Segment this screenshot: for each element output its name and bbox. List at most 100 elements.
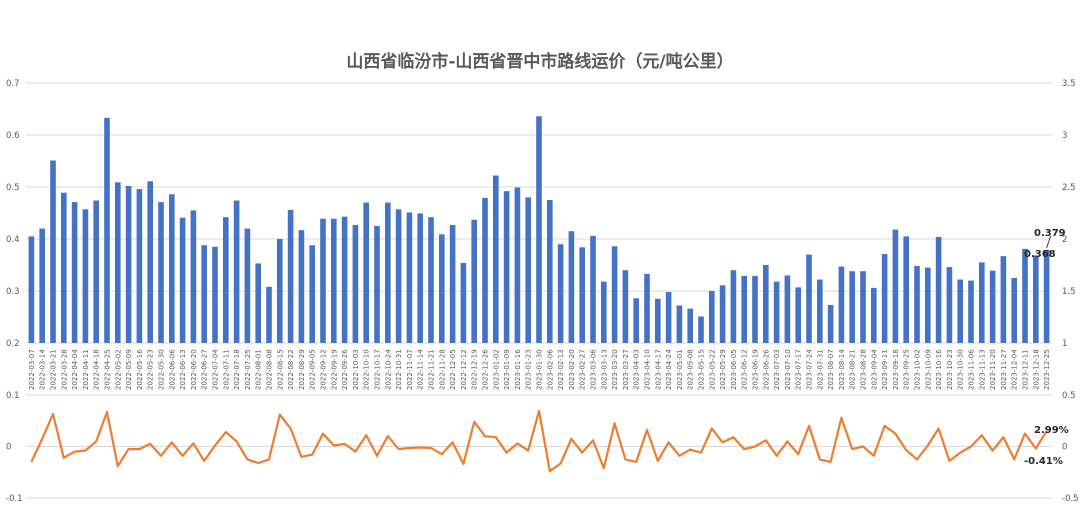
bar bbox=[968, 280, 974, 343]
x-tick-label: 2023-07-03 bbox=[773, 349, 781, 390]
x-tick-label: 2023-04-10 bbox=[644, 349, 652, 390]
bar bbox=[71, 202, 78, 343]
x-tick-label: 2023-05-22 bbox=[708, 349, 716, 390]
x-tick-label: 2023-10-09 bbox=[924, 349, 932, 390]
x-tick-label: 2023-01-30 bbox=[536, 349, 544, 390]
bar bbox=[147, 181, 154, 343]
x-tick-label: 2023-09-18 bbox=[892, 349, 900, 390]
bar bbox=[1000, 256, 1007, 343]
x-tick-label: 2023-12-25 bbox=[1043, 349, 1051, 390]
x-tick-label: 2022-08-29 bbox=[298, 349, 306, 390]
x-tick-label: 2022-04-11 bbox=[82, 349, 90, 390]
x-tick-label: 2023-04-03 bbox=[633, 349, 641, 390]
x-tick-label: 2023-11-20 bbox=[989, 349, 997, 390]
bar bbox=[233, 200, 240, 343]
x-tick-label: 2022-11-21 bbox=[428, 349, 436, 390]
x-tick-label: 2023-05-08 bbox=[687, 349, 695, 390]
bar bbox=[190, 210, 197, 343]
x-tick-label: 2023-08-21 bbox=[849, 349, 857, 390]
annotation-leader bbox=[1046, 235, 1052, 249]
x-tick-label: 2023-04-24 bbox=[665, 349, 673, 390]
x-tick-label: 2022-07-04 bbox=[212, 349, 220, 390]
x-tick-label: 2022-10-17 bbox=[374, 349, 382, 390]
bar bbox=[892, 229, 899, 343]
x-tick-label: 2022-04-18 bbox=[93, 349, 101, 390]
x-tick-label: 2023-10-16 bbox=[935, 349, 943, 390]
x-tick-label: 2022-07-18 bbox=[233, 349, 241, 390]
bar bbox=[579, 247, 586, 343]
x-tick-label: 2023-12-18 bbox=[1032, 349, 1040, 390]
bar bbox=[114, 182, 121, 343]
bar bbox=[320, 218, 326, 343]
bar bbox=[806, 254, 812, 343]
x-tick-label: 2023-01-23 bbox=[525, 349, 533, 390]
x-tick-label: 2023-03-20 bbox=[611, 349, 619, 390]
left-tick-label: 0.2 bbox=[6, 339, 20, 349]
x-tick-label: 2023-07-17 bbox=[795, 349, 803, 390]
bar bbox=[136, 189, 143, 343]
bar bbox=[352, 224, 359, 343]
bar bbox=[363, 202, 370, 343]
x-tick-label: 2023-04-17 bbox=[654, 349, 662, 390]
x-tick-label: 2023-06-19 bbox=[752, 349, 760, 390]
bar bbox=[244, 228, 251, 343]
bar bbox=[417, 213, 424, 343]
bar bbox=[514, 187, 521, 343]
x-tick-label: 2022-12-05 bbox=[449, 349, 457, 390]
bar bbox=[784, 275, 791, 343]
bar bbox=[104, 117, 110, 343]
chart-title: 山西省临汾市-山西省晋中市路线运价（元/吨公里） bbox=[346, 52, 734, 72]
right-tick-label: 1 bbox=[1062, 339, 1067, 349]
bar bbox=[298, 230, 305, 343]
x-tick-label: 2023-09-11 bbox=[881, 349, 889, 390]
bar bbox=[730, 270, 737, 343]
bar bbox=[708, 291, 715, 343]
bar bbox=[536, 116, 542, 343]
bar bbox=[39, 228, 46, 343]
left-tick-label: 0.5 bbox=[6, 183, 20, 193]
bar bbox=[795, 287, 802, 343]
right-tick-label: 3.5 bbox=[1062, 79, 1076, 89]
lower-right-tick-label: 0 bbox=[1062, 443, 1067, 453]
lower-left-tick-label: -0.1 bbox=[6, 494, 23, 504]
bar bbox=[633, 298, 640, 343]
x-tick-label: 2022-03-28 bbox=[60, 349, 68, 390]
x-tick-label: 2023-06-26 bbox=[762, 349, 770, 390]
bar bbox=[374, 226, 380, 343]
x-tick-label: 2023-02-13 bbox=[557, 349, 565, 390]
x-tick-label: 2022-11-28 bbox=[438, 349, 446, 390]
bar bbox=[255, 263, 262, 343]
x-tick-label: 2023-02-27 bbox=[579, 349, 587, 390]
x-tick-label: 2022-10-03 bbox=[352, 349, 360, 390]
bar bbox=[460, 262, 467, 343]
x-tick-label: 2022-03-07 bbox=[28, 349, 36, 390]
lower-left-tick-label: 0.1 bbox=[6, 391, 20, 401]
bar bbox=[978, 262, 985, 343]
x-tick-label: 2023-02-06 bbox=[546, 349, 554, 390]
right-tick-label: 1.5 bbox=[1062, 287, 1076, 297]
bar bbox=[590, 235, 596, 343]
bar bbox=[179, 217, 186, 343]
x-tick-label: 2023-03-06 bbox=[590, 349, 598, 390]
bar bbox=[935, 236, 942, 343]
bar bbox=[492, 175, 499, 343]
left-tick-label: 0.7 bbox=[6, 79, 20, 89]
x-tick-label: 2023-09-04 bbox=[870, 349, 878, 390]
x-tick-label: 2023-05-29 bbox=[719, 349, 727, 390]
x-tick-label: 2022-06-13 bbox=[179, 349, 187, 390]
bar bbox=[957, 279, 964, 343]
data-label-last: 0.379 bbox=[1034, 228, 1066, 239]
series-line bbox=[30, 409, 1048, 473]
x-tick-label: 2022-06-20 bbox=[190, 349, 198, 390]
bar bbox=[309, 245, 316, 343]
bar bbox=[82, 209, 89, 343]
bar bbox=[816, 279, 823, 343]
bar bbox=[546, 200, 553, 343]
lower-right-tick-label: -0.5 bbox=[1062, 494, 1079, 504]
x-tick-label: 2023-07-24 bbox=[806, 349, 814, 390]
bar bbox=[287, 209, 294, 343]
x-tick-label: 2023-10-30 bbox=[957, 349, 965, 390]
bar bbox=[741, 275, 748, 343]
bar bbox=[719, 285, 726, 343]
